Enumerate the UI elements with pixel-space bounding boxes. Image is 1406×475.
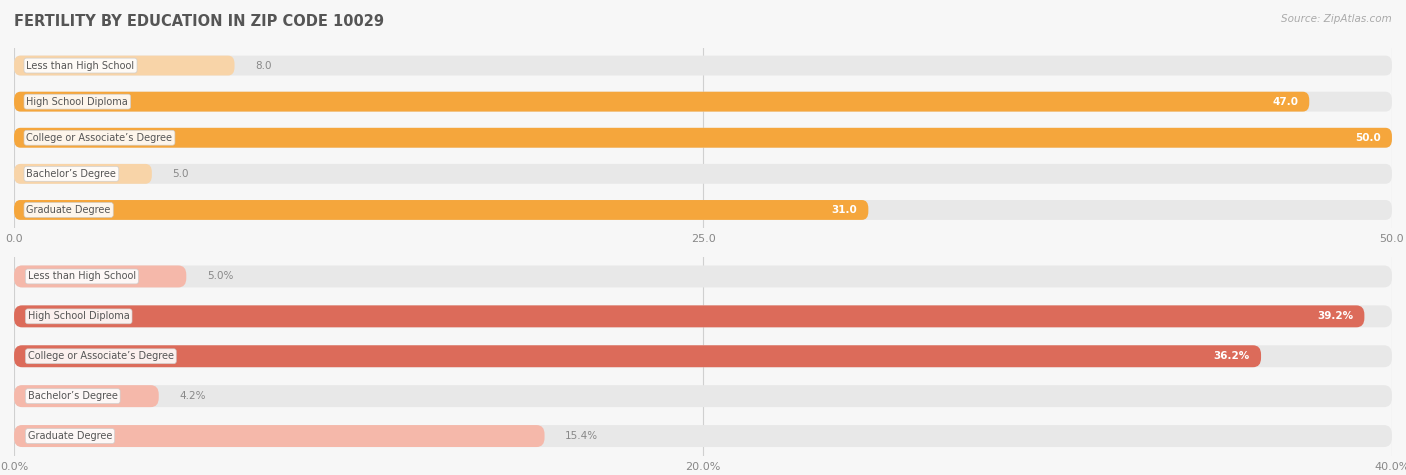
Text: High School Diploma: High School Diploma [27,96,128,107]
Text: 36.2%: 36.2% [1213,351,1250,361]
FancyBboxPatch shape [14,200,869,220]
Text: 47.0: 47.0 [1272,96,1298,107]
Text: Source: ZipAtlas.com: Source: ZipAtlas.com [1281,14,1392,24]
Text: 5.0%: 5.0% [207,271,233,282]
FancyBboxPatch shape [14,92,1309,112]
FancyBboxPatch shape [14,56,1392,76]
FancyBboxPatch shape [14,164,152,184]
FancyBboxPatch shape [14,266,186,287]
Text: College or Associate’s Degree: College or Associate’s Degree [28,351,174,361]
Text: Less than High School: Less than High School [27,60,135,71]
FancyBboxPatch shape [14,128,1392,148]
Text: High School Diploma: High School Diploma [28,311,129,322]
FancyBboxPatch shape [14,200,1392,220]
FancyBboxPatch shape [14,345,1392,367]
Text: Bachelor’s Degree: Bachelor’s Degree [28,391,118,401]
Text: 4.2%: 4.2% [180,391,205,401]
FancyBboxPatch shape [14,425,544,447]
FancyBboxPatch shape [14,425,1392,447]
Text: 15.4%: 15.4% [565,431,599,441]
FancyBboxPatch shape [14,266,1392,287]
FancyBboxPatch shape [14,345,1261,367]
Text: 5.0: 5.0 [173,169,188,179]
FancyBboxPatch shape [14,305,1392,327]
Text: 50.0: 50.0 [1355,133,1381,143]
FancyBboxPatch shape [14,56,235,76]
Text: Graduate Degree: Graduate Degree [27,205,111,215]
Text: Bachelor’s Degree: Bachelor’s Degree [27,169,117,179]
FancyBboxPatch shape [14,92,1392,112]
Text: 8.0: 8.0 [256,60,271,71]
Text: FERTILITY BY EDUCATION IN ZIP CODE 10029: FERTILITY BY EDUCATION IN ZIP CODE 10029 [14,14,384,29]
FancyBboxPatch shape [14,385,1392,407]
Text: 31.0: 31.0 [831,205,858,215]
FancyBboxPatch shape [14,164,1392,184]
Text: Less than High School: Less than High School [28,271,136,282]
FancyBboxPatch shape [14,128,1392,148]
Text: Graduate Degree: Graduate Degree [28,431,112,441]
FancyBboxPatch shape [14,385,159,407]
Text: 39.2%: 39.2% [1317,311,1354,322]
FancyBboxPatch shape [14,305,1364,327]
Text: College or Associate’s Degree: College or Associate’s Degree [27,133,173,143]
